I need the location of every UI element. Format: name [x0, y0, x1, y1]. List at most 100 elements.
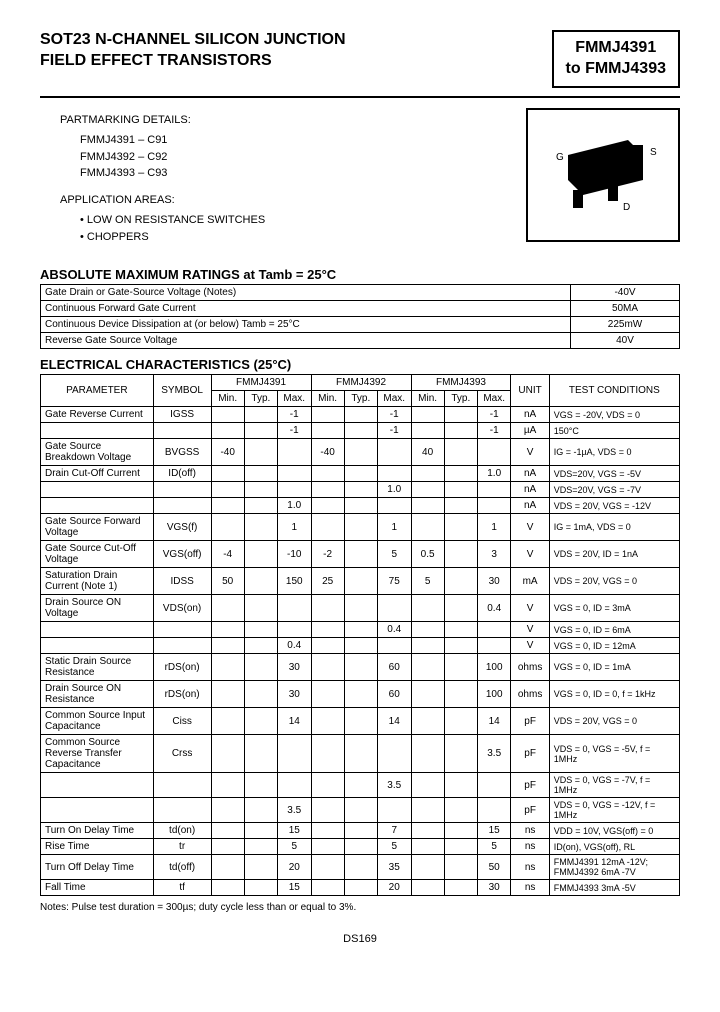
sub-max: Max. [477, 391, 511, 407]
table-row: Gate Source Breakdown VoltageBVGSS-40-40… [41, 439, 680, 466]
val-cell [244, 407, 277, 423]
symbol-cell: IDSS [153, 568, 211, 595]
val-cell [277, 466, 311, 482]
applications-heading: APPLICATION AREAS: [60, 192, 265, 209]
part-number-box: FMMJ4391 to FMMJ4393 [552, 30, 680, 88]
val-cell: -2 [311, 541, 344, 568]
val-cell [344, 514, 377, 541]
val-cell [211, 482, 244, 498]
val-cell: 14 [477, 708, 511, 735]
unit-cell: ns [511, 880, 549, 896]
param-cell [41, 423, 154, 439]
val-cell [244, 823, 277, 839]
cond-cell: VGS = 0, ID = 6mA [549, 622, 679, 638]
partbox-line2: to FMMJ4393 [566, 60, 666, 77]
val-cell [211, 798, 244, 823]
val-cell [377, 638, 411, 654]
val-cell [344, 855, 377, 880]
symbol-cell [153, 423, 211, 439]
symbol-cell: Crss [153, 735, 211, 773]
page-title: SOT23 N-CHANNEL SILICON JUNCTION FIELD E… [40, 30, 346, 72]
sub-typ: Typ. [244, 391, 277, 407]
symbol-cell: Ciss [153, 708, 211, 735]
val-cell [211, 855, 244, 880]
cond-cell: FMMJ4393 3mA -5V [549, 880, 679, 896]
val-cell: 5 [277, 839, 311, 855]
val-cell [444, 568, 477, 595]
val-cell [411, 654, 444, 681]
val-cell: 3.5 [277, 798, 311, 823]
package-diagram: G S D [526, 108, 680, 242]
val-cell [411, 855, 444, 880]
val-cell [411, 423, 444, 439]
col-sym: SYMBOL [153, 375, 211, 407]
table-row: Saturation Drain Current (Note 1)IDSS501… [41, 568, 680, 595]
val-cell: 3.5 [477, 735, 511, 773]
unit-cell: ns [511, 823, 549, 839]
symbol-cell: td(on) [153, 823, 211, 839]
cond-cell: VDS=20V, VGS = -7V [549, 482, 679, 498]
symbol-cell: rDS(on) [153, 681, 211, 708]
val-cell [211, 681, 244, 708]
val-cell: 1 [277, 514, 311, 541]
val-cell [344, 735, 377, 773]
table-row: Common Source Reverse Transfer Capacitan… [41, 735, 680, 773]
table-row: Drain Cut-Off CurrentID(off)1.0nAVDS=20V… [41, 466, 680, 482]
symbol-cell: td(off) [153, 855, 211, 880]
cond-cell: VGS = -20V, VDS = 0 [549, 407, 679, 423]
param-cell: Common Source Input Capacitance [41, 708, 154, 735]
cond-cell: VDS = 0, VGS = -12V, f = 1MHz [549, 798, 679, 823]
val-cell: 5 [377, 541, 411, 568]
symbol-cell: VGS(off) [153, 541, 211, 568]
val-cell: 15 [477, 823, 511, 839]
table-row: 1.0nAVDS = 20V, VGS = -12V [41, 498, 680, 514]
table-row: Rise Timetr555nsID(on), VGS(off), RL [41, 839, 680, 855]
val-cell [344, 773, 377, 798]
val-cell [444, 541, 477, 568]
val-cell [344, 439, 377, 466]
val-cell: 30 [277, 681, 311, 708]
val-cell [244, 595, 277, 622]
val-cell [444, 735, 477, 773]
cond-cell: VDS = 20V, VGS = 0 [549, 708, 679, 735]
pin-d-label: D [623, 202, 630, 213]
param-cell [41, 773, 154, 798]
val-cell [211, 880, 244, 896]
param-cell: Rise Time [41, 839, 154, 855]
val-cell [311, 855, 344, 880]
val-cell [444, 595, 477, 622]
val-cell [411, 708, 444, 735]
cond-cell: 150°C [549, 423, 679, 439]
val-cell [277, 735, 311, 773]
val-cell: 60 [377, 654, 411, 681]
val-cell: 3 [477, 541, 511, 568]
app-item: • LOW ON RESISTANCE SWITCHES [80, 212, 265, 229]
table-row: Gate Source Forward VoltageVGS(f)111VIG … [41, 514, 680, 541]
unit-cell: pF [511, 773, 549, 798]
val-cell [244, 708, 277, 735]
val-cell [244, 855, 277, 880]
header: SOT23 N-CHANNEL SILICON JUNCTION FIELD E… [40, 30, 680, 98]
cond-cell: VDS = 20V, ID = 1nA [549, 541, 679, 568]
pin-s-label: S [650, 147, 657, 158]
val-cell [444, 681, 477, 708]
val-cell [244, 654, 277, 681]
val-cell: 3.5 [377, 773, 411, 798]
val-cell [311, 773, 344, 798]
details-block: PARTMARKING DETAILS: FMMJ4391 – C91 FMMJ… [40, 108, 265, 256]
val-cell: 0.4 [277, 638, 311, 654]
table-row: Continuous Forward Gate Current50MA [41, 301, 680, 317]
val-cell [311, 423, 344, 439]
val-cell [344, 823, 377, 839]
val-cell [444, 773, 477, 798]
val-cell [244, 638, 277, 654]
val-cell [444, 466, 477, 482]
param-cell: Drain Source ON Resistance [41, 681, 154, 708]
val-cell [444, 622, 477, 638]
val-cell: -1 [377, 423, 411, 439]
symbol-cell: tf [153, 880, 211, 896]
val-cell [477, 439, 511, 466]
param-cell: Turn On Delay Time [41, 823, 154, 839]
val-cell [311, 622, 344, 638]
col-param: PARAMETER [41, 375, 154, 407]
